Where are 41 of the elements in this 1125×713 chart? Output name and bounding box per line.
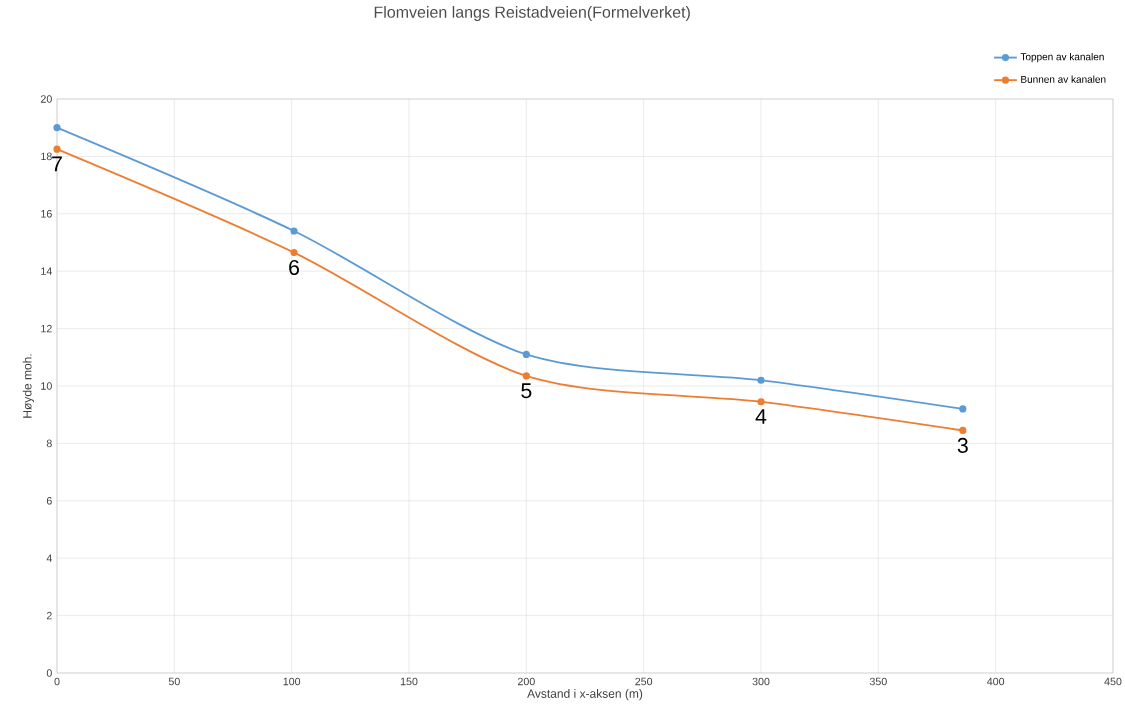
chart-title: Flomveien langs Reistadveien(Formelverket) xyxy=(374,6,690,21)
legend-label: Toppen av kanalen xyxy=(1020,52,1104,63)
x-tick-label: 450 xyxy=(1104,677,1122,686)
x-tick-label: 0 xyxy=(54,677,60,686)
point xyxy=(290,227,298,235)
y-tick-label: 18 xyxy=(41,152,52,161)
point xyxy=(53,124,61,132)
x-tick-label: 300 xyxy=(752,677,770,686)
x-tick-label: 400 xyxy=(987,677,1005,686)
point xyxy=(757,376,765,384)
annotation: 5 xyxy=(521,383,532,399)
legend-label: Bunnen av kanalen xyxy=(1021,75,1106,83)
x-tick-label: 50 xyxy=(168,677,180,686)
x-axis-title: Avstand i x-aksen (m) xyxy=(527,689,643,701)
y-tick-label: 2 xyxy=(46,611,52,620)
annotation: 4 xyxy=(755,409,767,424)
annotation: 6 xyxy=(289,259,299,276)
y-tick-label: 12 xyxy=(41,324,52,333)
point xyxy=(290,248,298,257)
y-axis-title: Høyde moh. xyxy=(22,354,34,418)
x-tick-label: 250 xyxy=(635,677,653,686)
y-tick-label: 10 xyxy=(41,382,52,390)
annotation: 7 xyxy=(52,156,62,172)
point xyxy=(757,398,765,406)
point xyxy=(522,350,530,359)
x-tick-label: 150 xyxy=(400,677,418,686)
point xyxy=(53,145,61,153)
y-tick-label: 0 xyxy=(46,669,52,677)
y-tick-label: 8 xyxy=(46,439,52,448)
y-tick-label: 4 xyxy=(46,554,52,562)
y-tick-label: 16 xyxy=(41,210,52,218)
x-tick-label: 350 xyxy=(869,677,887,686)
x-tick-label: 100 xyxy=(283,677,301,686)
x-tick-label: 200 xyxy=(517,677,535,686)
point xyxy=(959,426,967,435)
point xyxy=(522,372,530,380)
annotation: 3 xyxy=(957,437,968,453)
y-tick-label: 6 xyxy=(46,497,52,505)
point xyxy=(959,405,967,413)
y-tick-label: 20 xyxy=(40,95,52,103)
y-tick-label: 14 xyxy=(41,267,52,275)
